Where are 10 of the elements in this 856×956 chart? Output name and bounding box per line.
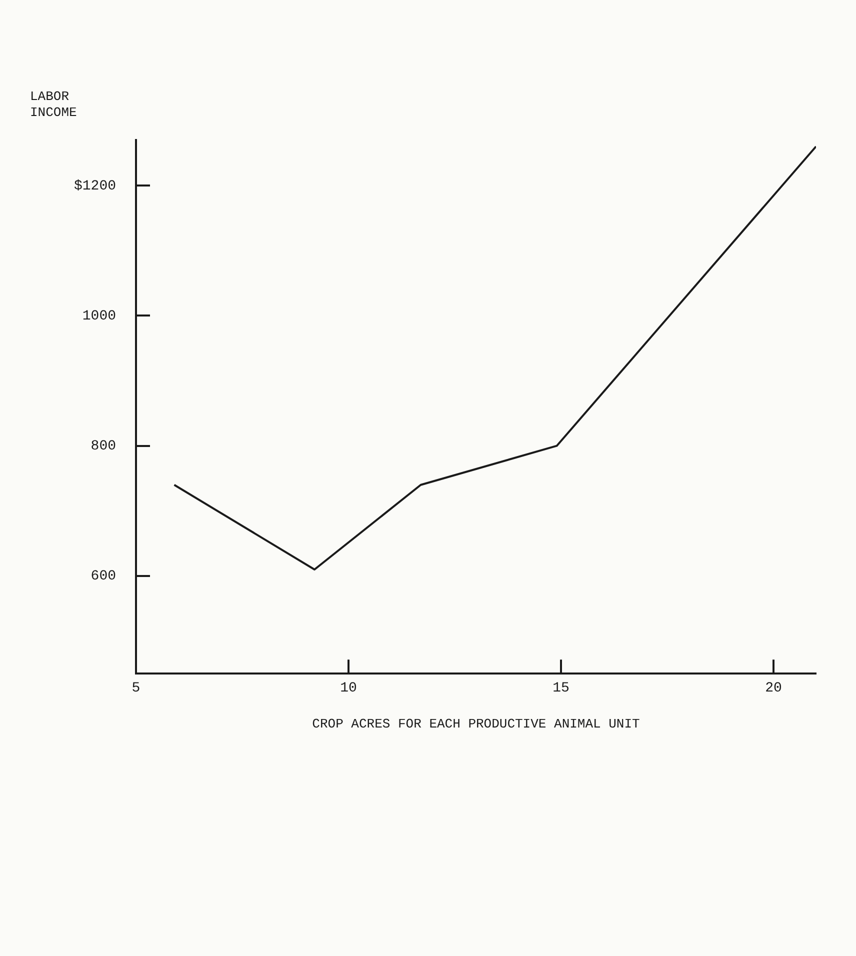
y-tick-label: $1200 xyxy=(74,178,116,194)
x-tick-label: 10 xyxy=(340,680,357,697)
y-tick-label: 600 xyxy=(90,568,116,585)
x-tick-label: 15 xyxy=(552,680,570,697)
y-tick-label: 1000 xyxy=(82,308,116,324)
x-axis-title: CROP ACRES FOR EACH PRODUCTIVE ANIMAL UNIT xyxy=(312,716,640,732)
x-tick-label: 20 xyxy=(765,680,782,697)
y-axis-title: LABOR INCOME xyxy=(30,89,78,120)
x-tick-label: 5 xyxy=(132,680,140,697)
y-tick-label: 800 xyxy=(90,438,116,455)
